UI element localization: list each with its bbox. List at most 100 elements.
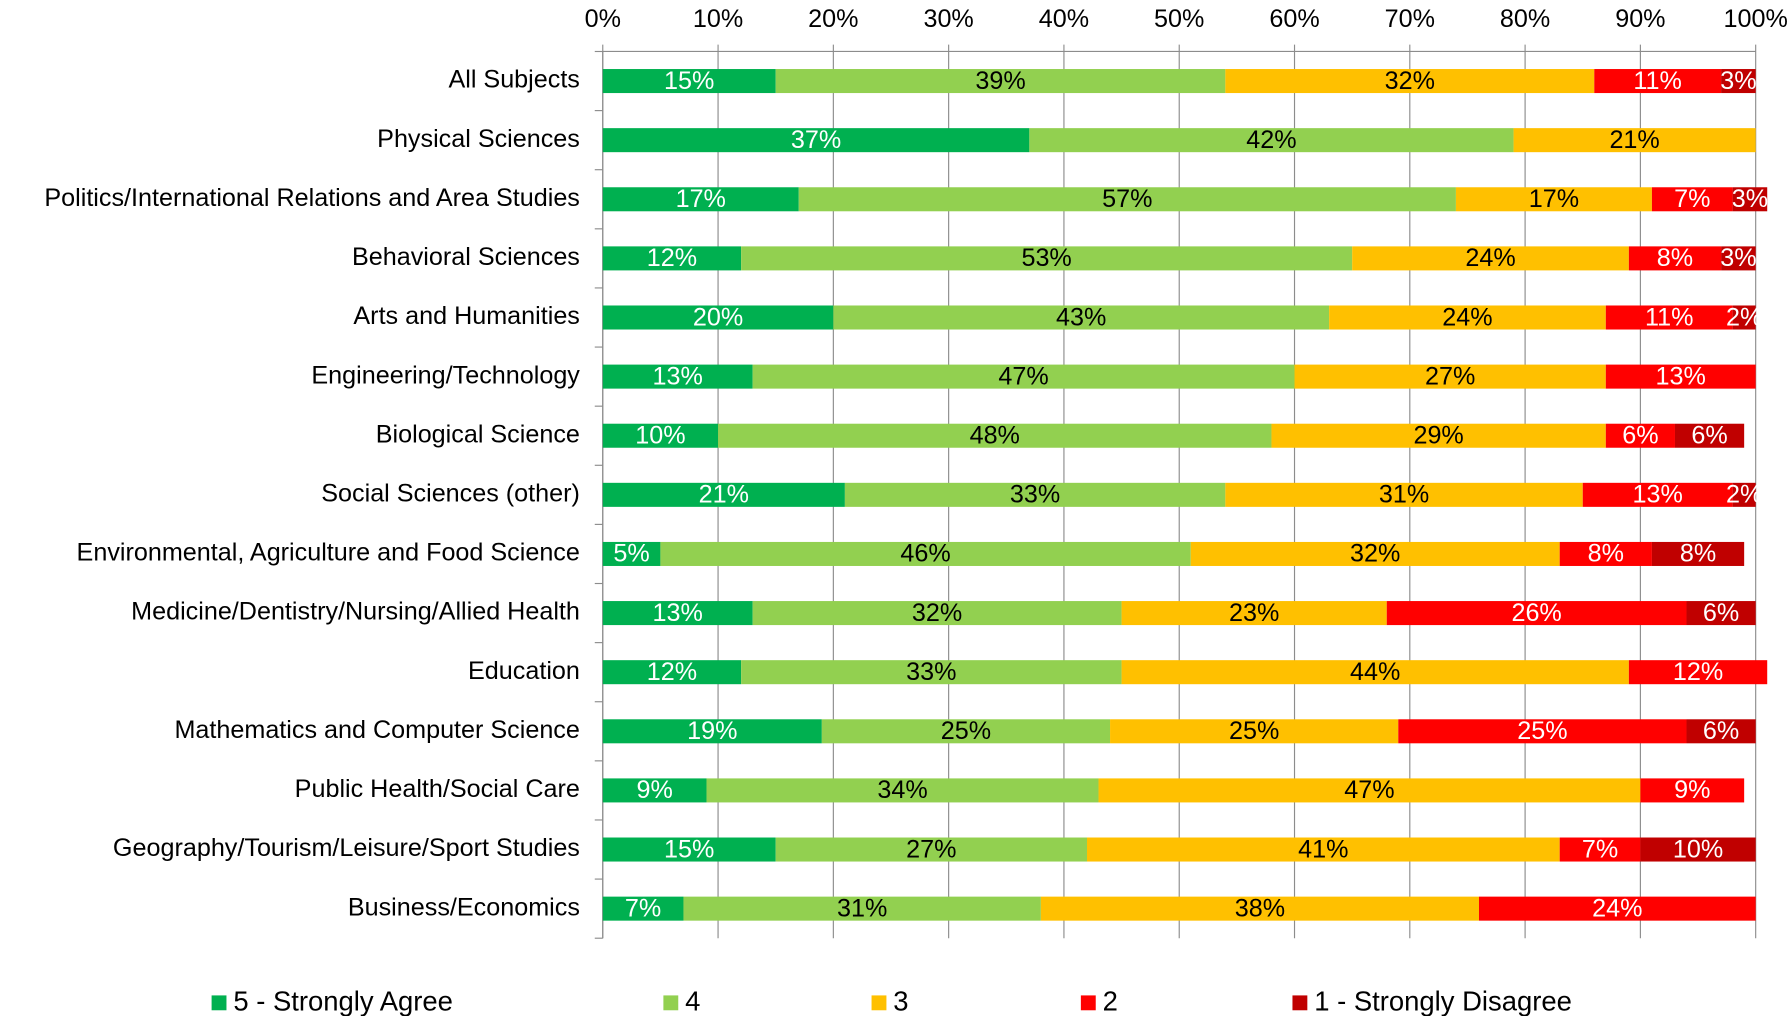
bar-segment <box>602 778 707 803</box>
x-tick-label: 30% <box>923 5 973 33</box>
data-label: 46% <box>900 540 950 568</box>
x-tick-label: 70% <box>1385 5 1435 33</box>
bar-segment <box>706 778 1099 803</box>
x-tick-label: 80% <box>1500 5 1550 33</box>
category-label: Politics/International Relations and Are… <box>44 184 580 212</box>
category-label: Engineering/Technology <box>311 361 580 389</box>
category-label: Education <box>468 657 580 685</box>
bar-segment <box>1386 601 1687 626</box>
bar-segment <box>1732 482 1756 507</box>
data-label: 25% <box>1229 717 1279 745</box>
data-label: 21% <box>1609 126 1659 154</box>
data-label: 38% <box>1235 894 1285 922</box>
bar-segment <box>718 423 1272 448</box>
data-label: 7% <box>625 894 661 922</box>
data-label: 32% <box>1350 540 1400 568</box>
bar-segment <box>602 541 661 566</box>
bar-segment <box>1594 69 1722 94</box>
data-label: 6% <box>1622 422 1658 450</box>
data-label: 12% <box>647 658 697 686</box>
data-label: 19% <box>687 717 737 745</box>
data-label: 27% <box>906 835 956 863</box>
x-tick-label: 60% <box>1269 5 1319 33</box>
bar-segment <box>602 305 834 330</box>
data-label: 17% <box>676 185 726 213</box>
data-label: 24% <box>1442 303 1492 331</box>
data-label: 20% <box>693 303 743 331</box>
data-label: 6% <box>1703 717 1739 745</box>
data-label: 13% <box>1633 481 1683 509</box>
bar-segment <box>775 69 1226 94</box>
legend-swatch <box>663 995 679 1011</box>
data-label: 12% <box>1673 658 1723 686</box>
bar-segment <box>1225 69 1595 94</box>
bar-segment <box>1721 246 1756 271</box>
bar-segment <box>602 837 776 862</box>
data-label: 7% <box>1582 835 1618 863</box>
bar-segment <box>1605 364 1756 389</box>
category-label: Public Health/Social Care <box>295 775 580 803</box>
data-label: 33% <box>1010 481 1060 509</box>
bar-segment <box>821 719 1111 744</box>
bar-segment <box>1455 187 1652 212</box>
category-label: All Subjects <box>448 66 579 94</box>
data-label: 53% <box>1021 244 1071 272</box>
data-label: 15% <box>664 835 714 863</box>
bar-segment <box>1686 601 1756 626</box>
bar-segment <box>752 601 1122 626</box>
bar-segment <box>1732 305 1756 330</box>
bar-segment <box>741 246 1353 271</box>
data-label: 3% <box>1720 244 1756 272</box>
bar-segment <box>602 601 753 626</box>
bar-segment <box>1674 423 1745 448</box>
bar-segment <box>1605 423 1675 448</box>
x-tick-label: 90% <box>1615 5 1665 33</box>
bar-segment <box>602 660 742 685</box>
bar-segment <box>798 187 1456 212</box>
bar-segment <box>602 128 1030 153</box>
data-label: 11% <box>1645 303 1693 331</box>
legend-swatch <box>871 995 887 1011</box>
category-label: Medicine/Dentistry/Nursing/Allied Health <box>131 598 580 626</box>
bar-segment <box>602 423 719 448</box>
bar-segment <box>1686 719 1756 744</box>
data-label: 13% <box>653 599 703 627</box>
bar-segment <box>1190 541 1560 566</box>
bar-segment <box>1352 246 1629 271</box>
x-tick-label: 0% <box>585 5 621 33</box>
data-label: 31% <box>837 894 887 922</box>
data-label: 6% <box>1691 422 1727 450</box>
bar-segment <box>1628 660 1768 685</box>
bar-segment <box>1513 128 1756 153</box>
x-tick-label: 100% <box>1724 5 1788 33</box>
bar-segment <box>775 837 1087 862</box>
bar-segment <box>1110 719 1399 744</box>
category-label: Social Sciences (other) <box>321 479 580 507</box>
data-label: 31% <box>1379 481 1429 509</box>
legend-label: 3 <box>893 986 908 1016</box>
data-label: 42% <box>1246 126 1296 154</box>
bar-segment <box>602 69 776 94</box>
bar-segment <box>1582 482 1733 507</box>
data-label: 2% <box>1726 481 1762 509</box>
legend-label: 5 - Strongly Agree <box>233 986 453 1016</box>
data-label: 57% <box>1102 185 1152 213</box>
data-label: 3% <box>1720 67 1756 95</box>
bar-segment <box>1721 69 1756 94</box>
data-label: 25% <box>1517 717 1567 745</box>
bar-segment <box>1478 896 1756 921</box>
data-label: 10% <box>1673 835 1723 863</box>
data-label: 48% <box>970 422 1020 450</box>
bar-segment <box>1294 364 1606 389</box>
bar-segment <box>602 364 753 389</box>
bar-segment <box>602 719 822 744</box>
x-tick-label: 20% <box>808 5 858 33</box>
data-label: 13% <box>653 362 703 390</box>
category-label: Geography/Tourism/Leisure/Sport Studies <box>113 834 580 862</box>
data-label: 21% <box>699 481 749 509</box>
data-label: 12% <box>647 244 697 272</box>
bar-segment <box>683 896 1041 921</box>
legend-swatch <box>1292 995 1308 1011</box>
data-label: 41% <box>1298 835 1348 863</box>
